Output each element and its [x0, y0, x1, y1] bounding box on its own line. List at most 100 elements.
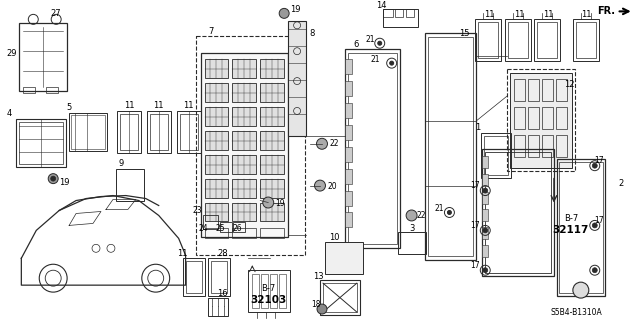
Bar: [260, 83, 284, 102]
Bar: [559, 162, 603, 293]
Bar: [397, 232, 426, 254]
Text: 11: 11: [183, 101, 194, 110]
Bar: [260, 131, 284, 150]
Text: 32103: 32103: [250, 295, 286, 305]
Bar: [19, 122, 63, 164]
Bar: [19, 23, 67, 91]
Bar: [505, 19, 531, 61]
Bar: [116, 169, 144, 201]
Bar: [345, 147, 352, 162]
Bar: [481, 133, 511, 178]
Text: S5B4-B1310A: S5B4-B1310A: [551, 308, 603, 316]
Bar: [17, 119, 66, 167]
Circle shape: [592, 223, 597, 228]
Bar: [573, 19, 599, 61]
Bar: [345, 190, 352, 205]
Bar: [483, 210, 488, 221]
Bar: [232, 203, 256, 221]
Bar: [71, 115, 105, 149]
Text: 23: 23: [193, 206, 202, 215]
Bar: [288, 21, 306, 136]
Circle shape: [48, 174, 58, 184]
Circle shape: [317, 138, 328, 149]
Text: FR.: FR.: [596, 6, 615, 16]
Circle shape: [447, 211, 451, 214]
Bar: [528, 135, 539, 157]
Bar: [260, 155, 284, 174]
Bar: [205, 155, 228, 174]
Bar: [485, 152, 551, 273]
Bar: [428, 37, 474, 256]
Bar: [383, 9, 417, 27]
Bar: [507, 69, 575, 171]
Bar: [150, 114, 168, 150]
Text: 11: 11: [582, 10, 592, 19]
Bar: [323, 283, 357, 312]
Bar: [232, 228, 256, 238]
Bar: [557, 159, 605, 296]
Text: 25: 25: [216, 224, 225, 233]
Bar: [260, 203, 284, 221]
Bar: [483, 245, 488, 257]
Circle shape: [279, 8, 289, 19]
Bar: [205, 131, 228, 150]
Bar: [542, 135, 553, 157]
Circle shape: [390, 61, 394, 65]
Text: 13: 13: [313, 272, 323, 281]
Text: 17: 17: [470, 261, 480, 270]
Bar: [395, 9, 403, 17]
Bar: [186, 261, 202, 293]
Bar: [279, 274, 286, 308]
Bar: [424, 33, 476, 260]
Bar: [232, 131, 256, 150]
Text: 29: 29: [6, 49, 17, 58]
Bar: [542, 79, 553, 101]
Bar: [46, 87, 58, 93]
Bar: [270, 274, 277, 308]
Bar: [205, 203, 228, 221]
Bar: [345, 103, 352, 118]
Text: 9: 9: [118, 159, 124, 168]
Bar: [234, 222, 245, 232]
Bar: [348, 53, 397, 244]
Text: 17: 17: [470, 181, 480, 190]
Text: 11: 11: [543, 10, 553, 19]
Circle shape: [378, 41, 381, 45]
Text: 3: 3: [409, 224, 414, 233]
Bar: [514, 79, 525, 101]
Bar: [252, 274, 259, 308]
Bar: [180, 114, 198, 150]
Bar: [196, 36, 305, 255]
Bar: [220, 222, 232, 232]
Bar: [117, 111, 141, 153]
Bar: [514, 107, 525, 129]
Bar: [345, 81, 352, 96]
Circle shape: [314, 180, 326, 191]
Text: 26: 26: [232, 224, 242, 233]
Bar: [345, 169, 352, 184]
Bar: [478, 22, 498, 58]
Bar: [202, 215, 218, 229]
Text: 1: 1: [475, 123, 480, 132]
Text: 11: 11: [177, 249, 188, 258]
Text: 19: 19: [59, 178, 69, 187]
Text: 11: 11: [484, 10, 495, 19]
Bar: [177, 111, 200, 153]
Text: 5: 5: [67, 103, 72, 112]
Bar: [508, 22, 528, 58]
Circle shape: [592, 163, 597, 168]
Bar: [232, 107, 256, 126]
Bar: [528, 79, 539, 101]
Text: 28: 28: [217, 249, 228, 258]
Text: 2: 2: [618, 179, 623, 188]
Bar: [200, 53, 288, 237]
Text: 10: 10: [329, 233, 339, 242]
Bar: [514, 135, 525, 157]
Circle shape: [483, 228, 488, 233]
Bar: [260, 107, 284, 126]
Text: 22: 22: [417, 211, 426, 220]
Text: 21: 21: [365, 35, 374, 44]
Circle shape: [317, 304, 327, 314]
Bar: [528, 107, 539, 129]
Text: 11: 11: [154, 101, 164, 110]
